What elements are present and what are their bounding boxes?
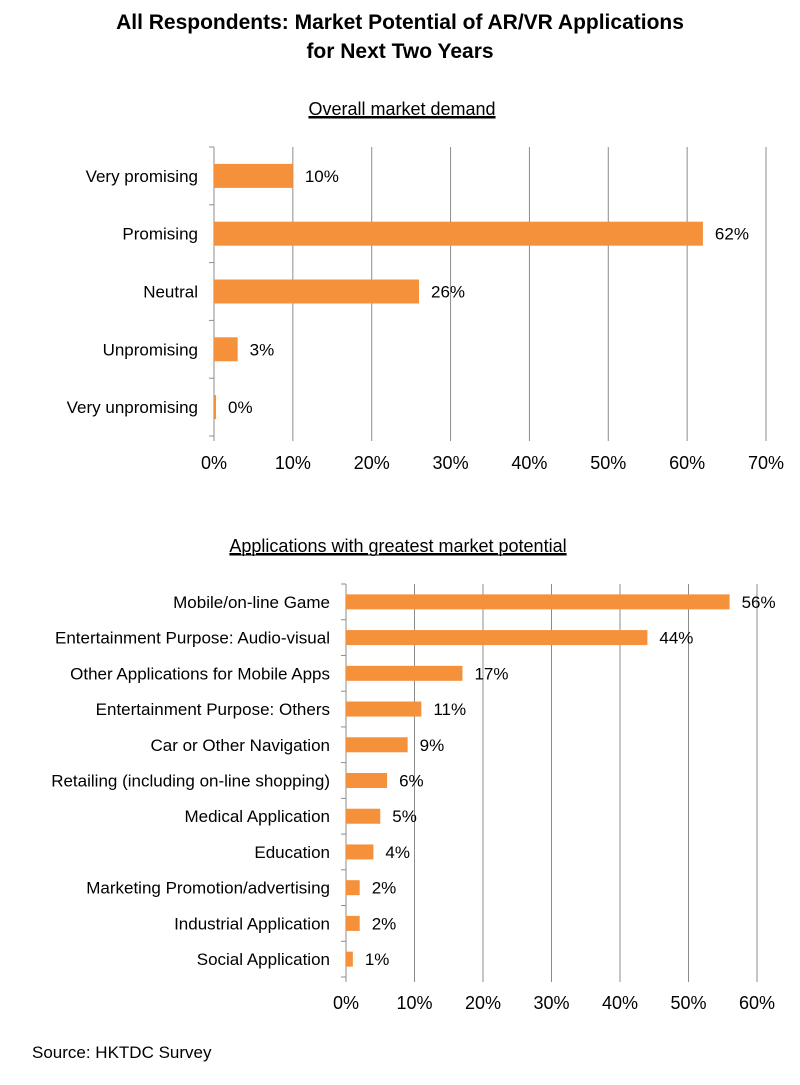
- category-label: Entertainment Purpose: Others: [96, 700, 330, 719]
- category-label: Entertainment Purpose: Audio-visual: [55, 629, 330, 648]
- data-label: 9%: [420, 736, 445, 755]
- category-label: Very promising: [86, 167, 198, 186]
- category-label: Marketing Promotion/advertising: [86, 879, 330, 898]
- chart-2-title: Applications with greatest market potent…: [229, 536, 566, 556]
- data-label: 6%: [399, 772, 424, 791]
- bar: [346, 701, 422, 717]
- bar: [214, 279, 420, 304]
- data-label: 56%: [742, 593, 776, 612]
- data-label: 4%: [385, 843, 410, 862]
- x-tick-label: 70%: [748, 453, 784, 473]
- bar: [346, 737, 408, 753]
- main-title-line-1: All Respondents: Market Potential of AR/…: [116, 11, 684, 34]
- chart-1-title: Overall market demand: [308, 99, 495, 119]
- x-tick-label: 10%: [396, 993, 432, 1013]
- bar: [214, 163, 293, 188]
- bar: [214, 395, 216, 420]
- x-tick-label: 20%: [465, 993, 501, 1013]
- data-label: 5%: [392, 807, 417, 826]
- category-label: Promising: [122, 225, 198, 244]
- data-label: 62%: [715, 225, 749, 244]
- category-label: Car or Other Navigation: [150, 736, 330, 755]
- bar: [346, 844, 374, 860]
- category-label: Mobile/on-line Game: [173, 593, 330, 612]
- bar: [346, 594, 730, 610]
- category-label: Retailing (including on-line shopping): [51, 772, 330, 791]
- bar: [346, 773, 388, 788]
- x-tick-label: 10%: [275, 453, 311, 473]
- bar: [214, 337, 238, 362]
- chart-1: Overall market demand 0% 10% 20% 30% 40% 50% 60…: [67, 99, 784, 473]
- category-label: Industrial Application: [174, 914, 330, 933]
- x-tick-label: 40%: [602, 993, 638, 1013]
- x-tick-label: 0%: [201, 453, 227, 473]
- category-label: Other Applications for Mobile Apps: [70, 664, 330, 683]
- data-label: 26%: [431, 283, 465, 302]
- data-label: 0%: [228, 398, 253, 417]
- bar: [214, 221, 703, 246]
- data-label: 44%: [659, 629, 693, 648]
- category-label: Medical Application: [184, 807, 330, 826]
- chart-2: Applications with greatest market potent…: [51, 536, 775, 1013]
- main-title: All Respondents: Market Potential of AR/…: [0, 8, 800, 66]
- data-label: 17%: [474, 664, 508, 683]
- x-tick-label: 60%: [739, 993, 775, 1013]
- x-tick-label: 20%: [354, 453, 390, 473]
- x-tick-label: 30%: [433, 453, 469, 473]
- data-label: 11%: [433, 700, 466, 719]
- x-tick-label: 40%: [511, 453, 547, 473]
- bar: [346, 665, 463, 681]
- bar: [346, 630, 648, 646]
- main-title-line-2: for Next Two Years: [306, 40, 494, 63]
- x-tick-label: 50%: [590, 453, 626, 473]
- bar: [346, 808, 381, 824]
- x-tick-label: 60%: [669, 453, 705, 473]
- bar: [346, 880, 360, 896]
- x-tick-label: 30%: [533, 993, 569, 1013]
- category-label: Education: [254, 843, 330, 862]
- x-tick-label: 0%: [333, 993, 359, 1013]
- data-label: 1%: [365, 950, 390, 969]
- data-label: 10%: [305, 167, 339, 186]
- data-label: 2%: [372, 879, 397, 898]
- category-label: Unpromising: [103, 340, 198, 359]
- data-label: 3%: [250, 340, 275, 359]
- x-tick-label: 50%: [670, 993, 706, 1013]
- source-note: Source: HKTDC Survey: [32, 1043, 212, 1062]
- category-label: Social Application: [197, 950, 330, 969]
- category-label: Very unpromising: [67, 398, 198, 417]
- bar: [346, 915, 360, 931]
- bar: [346, 951, 353, 967]
- data-label: 2%: [372, 914, 397, 933]
- category-label: Neutral: [143, 283, 198, 302]
